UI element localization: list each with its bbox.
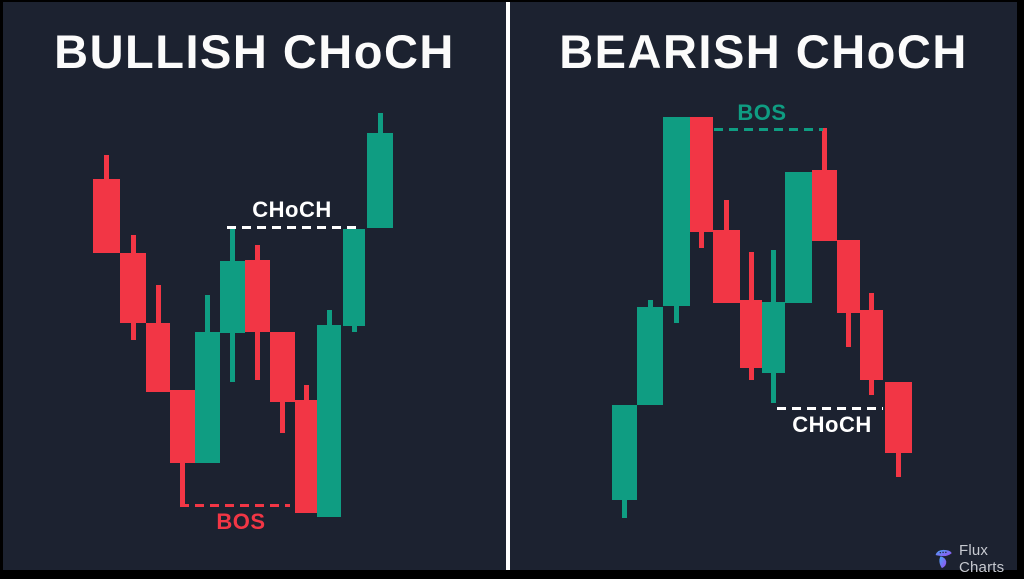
candle-down [713, 230, 740, 303]
candle-down [270, 332, 295, 402]
candle-down [295, 400, 317, 513]
candle-up [195, 332, 220, 463]
bos-dashed-line [714, 128, 823, 131]
candle-up [663, 117, 690, 306]
choch-dashed-line [777, 407, 883, 410]
candle-up [785, 172, 812, 303]
brand-name: Flux Charts [958, 542, 1005, 576]
candle-down [146, 323, 170, 392]
candle-down [885, 382, 912, 453]
candle-down [690, 117, 713, 232]
candle-up [343, 229, 365, 326]
bearish-panel-title: BEARISH CHoCH [559, 25, 968, 78]
bos-label: BOS [216, 509, 266, 534]
flux-charts-logo-icon [935, 549, 952, 569]
candle-down [170, 390, 195, 463]
candle-down [860, 310, 883, 380]
brand-logo: Flux Charts [934, 542, 1024, 576]
candle-up [220, 261, 245, 333]
candle-down [812, 170, 837, 241]
candle-down [837, 240, 860, 313]
bos-label: BOS [737, 100, 787, 125]
candle-up [317, 325, 341, 517]
choch-label: CHoCH [252, 197, 332, 222]
bos-dashed-line [180, 504, 290, 507]
choch-dashed-line [227, 226, 357, 229]
bullish-panel-title: BULLISH CHoCH [54, 25, 455, 78]
candle-down [120, 253, 146, 323]
choch-label: CHoCH [792, 412, 872, 437]
candle-down [245, 260, 270, 332]
panel-divider [506, 2, 510, 570]
candle-up [367, 133, 393, 228]
candle-down [740, 300, 762, 368]
candle-down [93, 179, 120, 253]
candle-up [612, 405, 637, 500]
candle-up [762, 302, 785, 373]
candle-up [637, 307, 663, 405]
